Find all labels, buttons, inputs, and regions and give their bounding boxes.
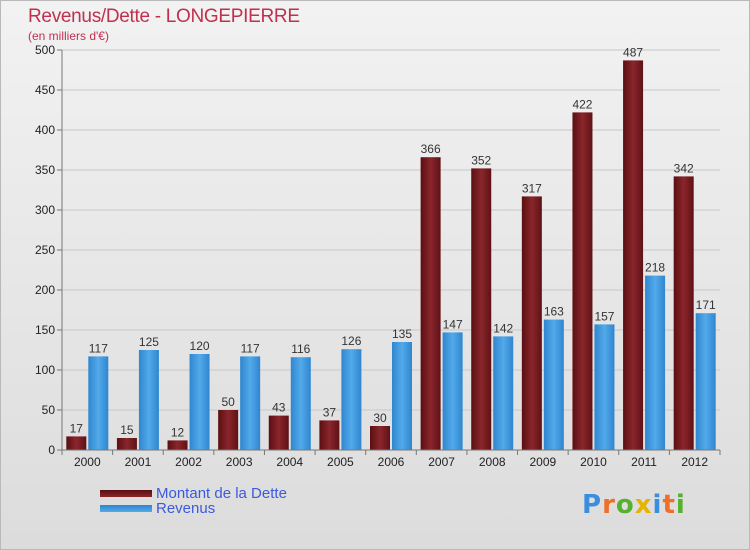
bar-revenus — [88, 356, 109, 450]
data-label-revenus: 157 — [594, 309, 614, 323]
grid-lines — [62, 49, 720, 451]
data-label-dette: 30 — [373, 411, 387, 425]
legend-label-dette: Montant de la Dette — [156, 485, 287, 502]
x-tick-label: 2010 — [580, 455, 607, 469]
y-tick-label: 200 — [35, 283, 55, 297]
bar-dette — [623, 60, 644, 451]
y-tick-label: 250 — [35, 243, 55, 257]
data-label-revenus: 116 — [291, 342, 310, 356]
x-tick-label: 2001 — [125, 455, 152, 469]
bar-revenus — [341, 349, 362, 450]
data-label-revenus: 126 — [341, 334, 361, 348]
y-tick-label: 50 — [42, 403, 56, 417]
y-tick-label: 350 — [35, 163, 55, 177]
proxiti-logo: Proxiti — [582, 490, 686, 520]
y-tick-label: 300 — [35, 203, 55, 217]
data-label-dette: 317 — [522, 181, 542, 195]
data-label-dette: 352 — [471, 153, 491, 167]
bar-revenus — [695, 313, 716, 450]
bar-dette — [218, 410, 239, 450]
logo-letter: i — [652, 490, 663, 520]
x-axis: 2000 2001 2002 2003 2004 2005 2006 2007 2008 2009… — [61, 449, 721, 469]
x-tick-label: 2006 — [378, 455, 405, 469]
data-label-dette: 17 — [70, 421, 84, 435]
bar-dette — [268, 415, 289, 450]
bar-dette — [572, 112, 593, 451]
x-tick-label: 2011 — [631, 455, 657, 469]
y-tick-label: 500 — [35, 43, 55, 57]
data-label-revenus: 135 — [392, 327, 412, 341]
bar-dette — [370, 426, 390, 450]
y-tick-label: 450 — [35, 83, 55, 97]
data-label-revenus: 117 — [241, 341, 260, 355]
data-label-revenus: 120 — [190, 339, 210, 353]
logo-letter: i — [675, 490, 686, 520]
y-tick-label: 150 — [35, 323, 55, 337]
data-label-revenus: 163 — [544, 305, 564, 319]
legend-label-revenus: Revenus — [156, 500, 216, 517]
bar-revenus — [594, 324, 615, 450]
data-label-dette: 366 — [421, 142, 441, 156]
data-label-dette: 37 — [323, 405, 337, 419]
data-label-revenus: 171 — [696, 298, 716, 312]
bar-revenus — [645, 275, 666, 450]
logo-letter: r — [602, 490, 616, 520]
x-tick-label: 2000 — [74, 455, 101, 469]
y-tick-label: 400 — [35, 123, 55, 137]
bar-revenus — [493, 336, 514, 450]
x-tick-label: 2005 — [327, 455, 354, 469]
logo-letter: t — [662, 490, 676, 520]
bar-revenus — [290, 357, 311, 450]
x-tick-label: 2003 — [226, 455, 253, 469]
bar-dette — [66, 436, 87, 450]
data-label-revenus: 147 — [443, 317, 463, 331]
data-label-dette: 50 — [221, 395, 235, 409]
bar-dette — [673, 176, 694, 450]
chart-subtitle: (en milliers d'€) — [28, 29, 109, 43]
bar-dette — [167, 440, 188, 450]
data-label-revenus: 125 — [139, 335, 159, 349]
logo-letter: x — [634, 490, 653, 520]
bar-revenus — [240, 356, 261, 450]
x-tick-label: 2002 — [175, 455, 202, 469]
bar-dette — [319, 420, 340, 450]
bar-dette — [116, 438, 137, 450]
x-tick-label: 2008 — [479, 455, 506, 469]
data-label-dette: 342 — [674, 161, 694, 175]
legend-swatch-revenus — [100, 505, 152, 512]
logo-letter: o — [615, 490, 635, 520]
data-label-revenus: 142 — [493, 321, 513, 335]
bar-revenus — [189, 354, 210, 450]
y-tick-label: 0 — [48, 443, 55, 457]
data-label-dette: 487 — [623, 45, 643, 59]
bars: 1711715125121205011743116371263013536614… — [66, 45, 716, 451]
bar-revenus — [392, 342, 412, 450]
bar-dette — [521, 196, 542, 450]
bar-dette — [420, 157, 441, 450]
bar-dette — [471, 168, 492, 450]
chart-title: Revenus/Dette - LONGEPIERRE — [28, 6, 300, 27]
x-tick-label: 2007 — [428, 455, 455, 469]
x-tick-label: 2012 — [681, 455, 708, 469]
legend-swatch-dette — [100, 490, 152, 497]
data-label-revenus: 218 — [645, 261, 665, 275]
bar-revenus — [138, 350, 159, 450]
x-tick-label: 2004 — [276, 455, 303, 469]
y-axis: 0 50 100 150 200 250 300 350 400 450 500 — [35, 43, 63, 457]
bar-revenus — [543, 319, 564, 450]
x-tick-label: 2009 — [529, 455, 556, 469]
data-label-dette: 422 — [572, 97, 592, 111]
data-label-dette: 15 — [120, 423, 134, 437]
logo-letter: P — [582, 490, 603, 520]
bar-revenus — [442, 332, 463, 450]
y-tick-label: 100 — [35, 363, 55, 377]
data-label-dette: 43 — [272, 401, 286, 415]
data-label-dette: 12 — [171, 425, 185, 439]
data-label-revenus: 117 — [89, 341, 108, 355]
